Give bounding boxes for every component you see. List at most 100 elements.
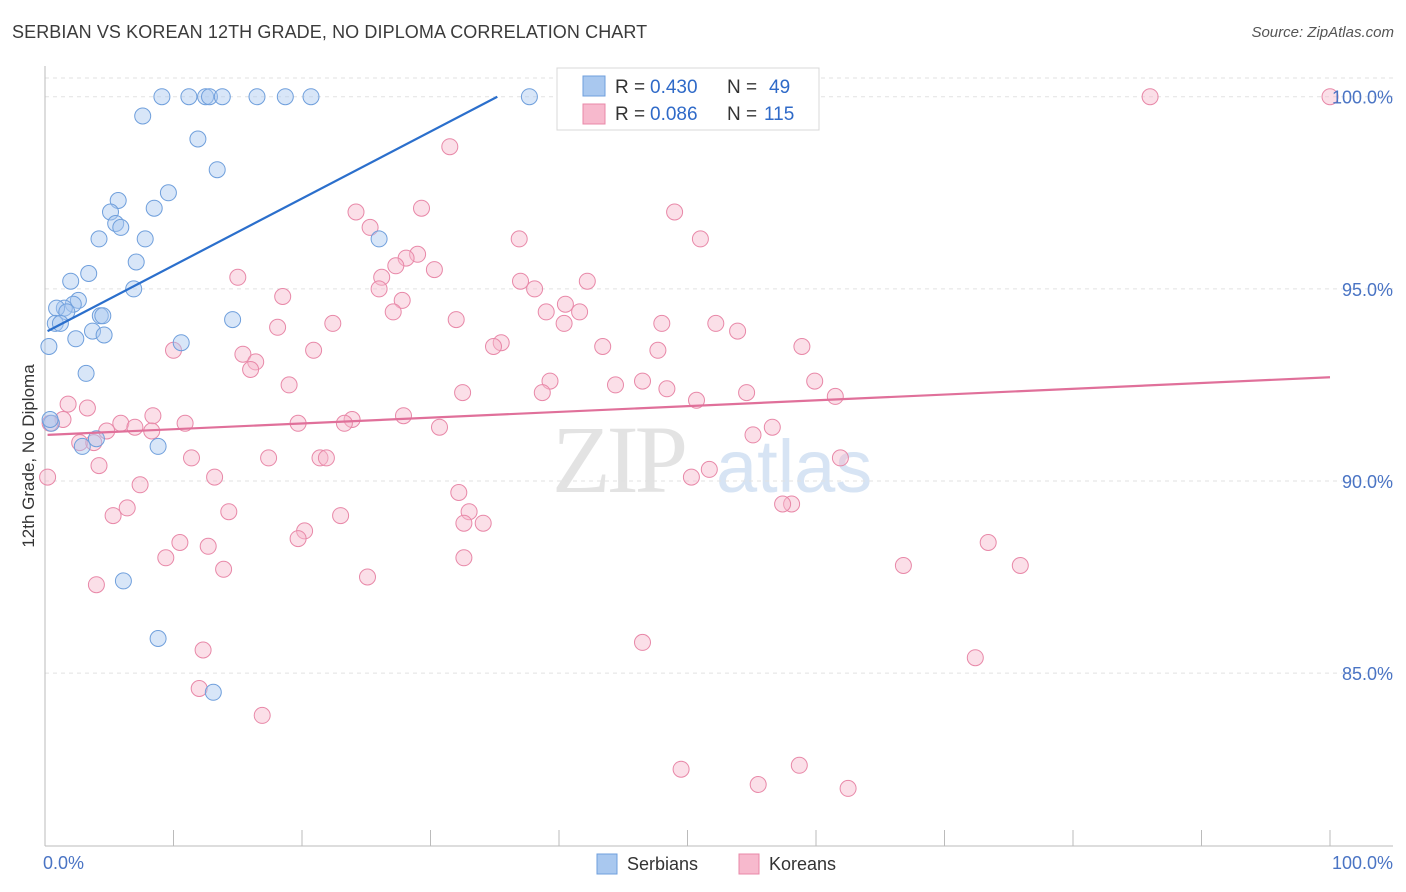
koreans-point (215, 560, 233, 578)
koreans-point (634, 633, 651, 651)
koreans-point (234, 345, 252, 363)
koreans-point (700, 460, 718, 478)
serbians-point (248, 88, 266, 106)
serbians-point (189, 130, 207, 148)
serbians-trend-line (47, 95, 498, 333)
koreans-point (729, 322, 747, 340)
stats-legend-serbians-n-label: N = (727, 77, 757, 98)
serbians-point (41, 411, 59, 428)
koreans-point (707, 314, 725, 332)
koreans-point (682, 468, 700, 486)
koreans-point (774, 495, 792, 513)
x-ticks (44, 830, 1331, 846)
koreans-point (343, 411, 361, 428)
koreans-point (87, 576, 105, 594)
koreans-point (157, 549, 175, 567)
koreans-point (894, 557, 912, 574)
koreans-point (966, 649, 984, 667)
koreans-trend-line (47, 376, 1331, 436)
koreans-point (1321, 88, 1339, 106)
koreans-point (537, 303, 555, 321)
serbians-point (94, 307, 112, 325)
koreans-point (672, 760, 690, 778)
koreans-point (131, 476, 149, 494)
serbians-point (204, 683, 222, 701)
watermark-zip: ZIP (552, 406, 685, 513)
koreans-point (59, 395, 77, 413)
koreans-point (691, 230, 709, 248)
koreans-point (332, 507, 350, 525)
koreans-point (112, 414, 130, 432)
koreans-point (839, 779, 857, 797)
serbians-point (95, 326, 113, 344)
koreans-point (454, 384, 472, 402)
koreans-point (688, 391, 705, 409)
y-tick-label: 85.0% (1342, 664, 1393, 684)
koreans-point (431, 418, 448, 436)
serbians-point (40, 338, 58, 355)
trend-lines (47, 95, 1331, 436)
koreans-point (831, 449, 849, 467)
stats-legend-koreans-r-label: R = (615, 104, 645, 125)
serbians-point (134, 107, 152, 125)
chart-source: Source: ZipAtlas.com (1251, 24, 1394, 41)
serbians-point (302, 88, 320, 106)
koreans-point (280, 376, 298, 394)
koreans-point (826, 387, 844, 405)
koreans-point (607, 376, 624, 394)
serbians-point (136, 230, 154, 248)
koreans-point (176, 414, 194, 432)
koreans-point (206, 468, 224, 486)
koreans-point (1011, 557, 1029, 574)
koreans-point (649, 341, 667, 359)
koreans-point (90, 457, 108, 475)
serbians-point (149, 630, 167, 647)
stats-legend-serbians-n-value: 49 (769, 77, 790, 98)
koreans-point (199, 537, 217, 555)
koreans-point (144, 407, 162, 425)
koreans-point (361, 218, 379, 236)
serbians-point (114, 572, 132, 590)
koreans-point (324, 314, 342, 332)
koreans-point (289, 530, 307, 548)
koreans-point (556, 295, 574, 313)
koreans-point (738, 384, 756, 402)
stats-legend-koreans-n-label: N = (727, 104, 757, 125)
serbians-point (149, 437, 167, 455)
serbians-point (73, 437, 91, 455)
koreans-point (395, 407, 412, 425)
koreans-point (634, 372, 651, 390)
koreans-point (749, 776, 767, 793)
koreans-point (744, 426, 762, 444)
koreans-point (220, 503, 238, 521)
koreans-point (269, 318, 287, 336)
serbians-point (208, 161, 226, 179)
koreans-point (359, 568, 376, 586)
koreans-point (118, 499, 136, 517)
koreans-point (666, 203, 684, 221)
koreans-point (253, 706, 271, 724)
koreans-point (510, 230, 528, 248)
koreans-point (274, 288, 292, 305)
legend-koreans-label: Koreans (769, 854, 836, 874)
koreans-point (441, 138, 459, 156)
serbians-point (180, 88, 198, 106)
koreans-point (305, 341, 323, 359)
koreans-point (39, 468, 57, 486)
koreans-point (370, 280, 388, 298)
koreans-point (384, 303, 402, 321)
serbians-point (80, 265, 98, 282)
koreans-point (260, 449, 278, 467)
koreans-point (387, 257, 405, 275)
axes (44, 66, 1393, 847)
koreans-point (194, 641, 212, 659)
serbians-point (90, 230, 108, 248)
koreans-point (347, 203, 365, 221)
koreans-point (1141, 88, 1159, 106)
koreans-point (783, 495, 801, 513)
serbians-point (67, 330, 85, 348)
koreans-point (555, 314, 573, 332)
koreans-point (653, 314, 671, 332)
serbians-point (520, 88, 538, 106)
koreans-point (485, 338, 502, 355)
